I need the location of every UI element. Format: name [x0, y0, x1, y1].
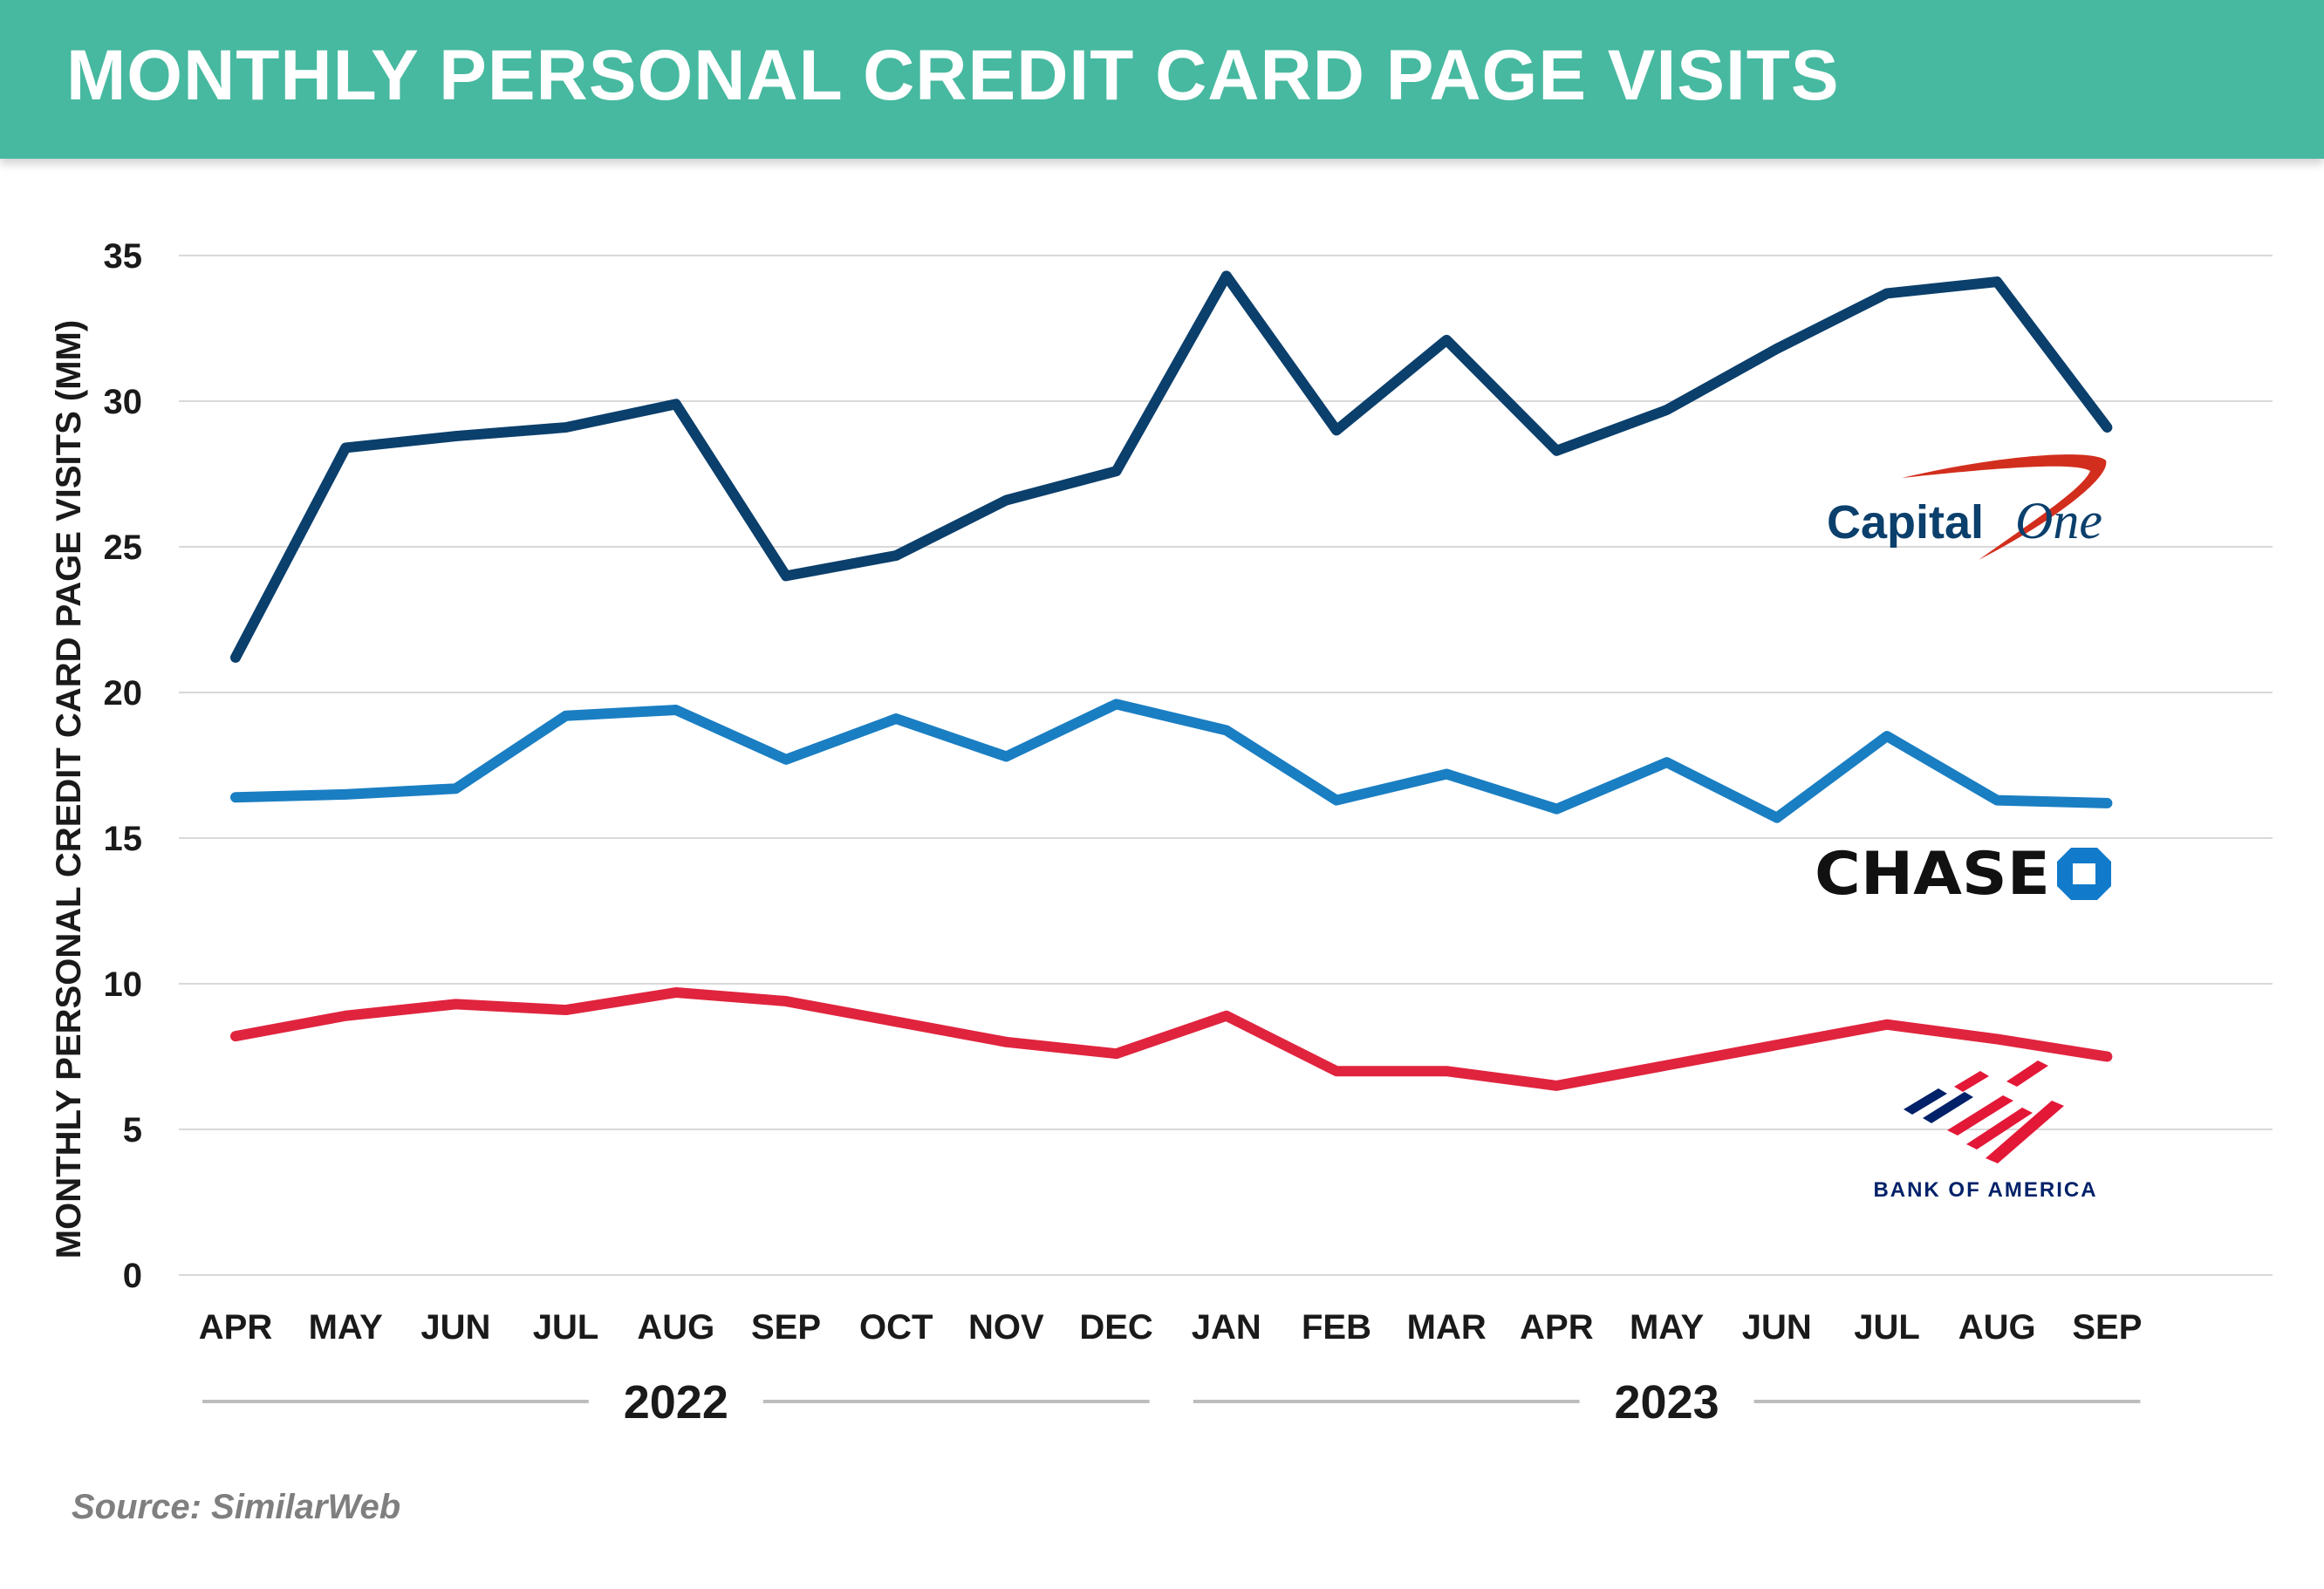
x-tick-label: FEB	[1302, 1308, 1371, 1347]
x-tick-label: JUL	[533, 1308, 599, 1347]
capital-one-swoosh	[1902, 454, 2107, 560]
gridlines	[179, 255, 2273, 1276]
x-tick-label: MAY	[1630, 1308, 1705, 1347]
series-lines	[230, 270, 2113, 1091]
source-note: Source: SimilarWeb	[72, 1488, 401, 1526]
bank-of-america-flag-icon	[1904, 1060, 2064, 1163]
series-line-bank-of-america	[230, 987, 2113, 1091]
x-tick-label: JUN	[1742, 1308, 1812, 1347]
x-tick-label: APR	[1520, 1308, 1594, 1347]
y-tick-labels: 0 5 10 15 20 25 30 35	[104, 237, 143, 1295]
x-tick-labels: APR MAY JUN JUL AUG SEP OCT NOV DEC JAN FEB MAR APR M…	[199, 1308, 2143, 1347]
y-tick-label: 10	[104, 965, 143, 1004]
y-axis-label: MONTHLY PERSONAL CREDIT CARD PAGE VISITS…	[50, 320, 88, 1258]
x-tick-label: SEP	[751, 1308, 821, 1347]
y-tick-label: 0	[123, 1257, 142, 1295]
x-tick-label: JAN	[1192, 1308, 1261, 1347]
series-line-chase	[230, 699, 2113, 823]
year-groups: 2022 2023	[202, 1376, 2141, 1429]
x-tick-label: MAY	[309, 1308, 384, 1347]
capital-one-logo-text: Capital	[1827, 496, 1984, 549]
x-tick-label: NOV	[968, 1308, 1044, 1347]
y-tick-label: 35	[104, 237, 143, 276]
x-tick-label: AUG	[1958, 1308, 2036, 1347]
chase-octagon-icon	[2057, 848, 2111, 900]
y-tick-label: 20	[104, 674, 143, 713]
bank-of-america-logo: BANK OF AMERICA	[1873, 1060, 2097, 1202]
chart-title: MONTHLY PERSONAL CREDIT CARD PAGE VISITS	[66, 36, 1840, 115]
title-bar: MONTHLY PERSONAL CREDIT CARD PAGE VISITS	[0, 0, 2324, 159]
x-tick-label: DEC	[1079, 1308, 1152, 1347]
series-line-capital-one	[230, 270, 2113, 663]
x-tick-label: OCT	[859, 1308, 933, 1347]
year-label: 2022	[624, 1376, 728, 1429]
x-tick-label: SEP	[2072, 1308, 2142, 1347]
x-tick-label: JUL	[1854, 1308, 1920, 1347]
x-tick-label: MAR	[1407, 1308, 1487, 1347]
capital-one-logo-script: One	[2015, 492, 2102, 549]
chase-logo-text: CHASE	[1815, 840, 2050, 909]
chase-logo: CHASE	[1815, 840, 2111, 909]
x-tick-label: JUN	[420, 1308, 490, 1347]
y-tick-label: 5	[123, 1111, 142, 1149]
x-tick-label: AUG	[637, 1308, 714, 1347]
x-tick-label: APR	[199, 1308, 273, 1347]
capital-one-logo: Capital One	[1827, 454, 2107, 560]
y-tick-label: 25	[104, 529, 143, 567]
y-tick-label: 15	[104, 820, 143, 858]
y-tick-label: 30	[104, 383, 143, 421]
year-label: 2023	[1615, 1376, 1719, 1429]
bank-of-america-logo-text: BANK OF AMERICA	[1873, 1178, 2097, 1202]
